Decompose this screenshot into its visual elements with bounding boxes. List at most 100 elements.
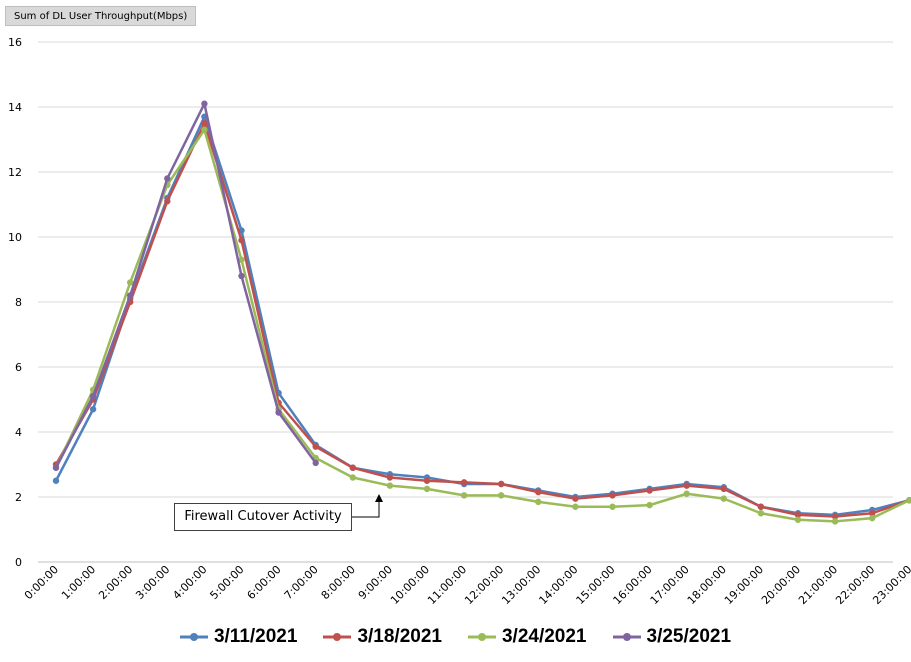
legend-marker bbox=[612, 633, 641, 641]
data-point bbox=[646, 501, 653, 509]
data-point bbox=[535, 498, 542, 506]
series-3 bbox=[52, 126, 911, 525]
data-point bbox=[127, 292, 134, 299]
x-tick-label: 6:00:00 bbox=[245, 563, 284, 602]
x-tick-label: 7:00:00 bbox=[282, 563, 321, 602]
x-tick-label: 23:00:00 bbox=[870, 563, 911, 607]
data-point bbox=[238, 272, 245, 280]
legend-marker bbox=[179, 633, 208, 641]
data-point bbox=[127, 279, 134, 286]
data-point bbox=[349, 474, 356, 481]
data-point bbox=[869, 514, 876, 522]
legend-item: 3/25/2021 bbox=[612, 626, 732, 648]
y-axis-ticks: 0 2 4 6 8 10 12 14 16 bbox=[8, 36, 22, 569]
data-point bbox=[572, 495, 579, 502]
data-point bbox=[89, 393, 97, 400]
data-point bbox=[89, 406, 97, 413]
y-tick-label: 6 bbox=[15, 361, 22, 374]
x-tick-label: 11:00:00 bbox=[425, 563, 469, 607]
x-tick-label: 3:00:00 bbox=[133, 563, 172, 602]
data-point bbox=[498, 480, 505, 488]
data-point bbox=[831, 518, 839, 525]
data-point bbox=[386, 482, 394, 489]
series-line bbox=[54, 128, 910, 523]
data-point bbox=[794, 511, 802, 519]
data-point bbox=[275, 409, 282, 416]
data-point bbox=[312, 459, 319, 467]
data-point bbox=[201, 120, 208, 127]
data-point bbox=[238, 256, 245, 263]
data-point bbox=[609, 503, 616, 510]
data-point bbox=[757, 503, 765, 510]
y-tick-label: 0 bbox=[15, 556, 22, 569]
data-point bbox=[423, 477, 431, 484]
x-tick-label: 1:00:00 bbox=[59, 563, 98, 602]
legend: 3/11/2021 3/18/2021 3/24/2021 3/25/2021 bbox=[0, 622, 911, 652]
data-point bbox=[423, 485, 431, 493]
data-point bbox=[52, 477, 60, 484]
y-tick-label: 4 bbox=[15, 426, 22, 439]
y-tick-label: 10 bbox=[8, 231, 22, 244]
data-point bbox=[201, 126, 208, 133]
legend-marker bbox=[467, 633, 496, 641]
y-tick-label: 16 bbox=[8, 36, 22, 49]
pivot-field-button[interactable]: Sum of DL User Throughput(Mbps) bbox=[5, 6, 197, 26]
legend-label: 3/25/2021 bbox=[646, 626, 732, 647]
x-tick-label: 5:00:00 bbox=[207, 563, 246, 602]
data-point bbox=[720, 495, 727, 502]
x-tick-label: 17:00:00 bbox=[648, 563, 692, 607]
data-point bbox=[831, 513, 839, 520]
series-4 bbox=[52, 100, 319, 471]
x-tick-label: 4:00:00 bbox=[170, 563, 209, 602]
data-point bbox=[460, 492, 468, 499]
series-2 bbox=[52, 120, 911, 520]
series-line bbox=[54, 102, 317, 469]
series-line bbox=[54, 122, 910, 518]
data-point bbox=[52, 464, 60, 471]
legend-label: 3/24/2021 bbox=[501, 626, 587, 647]
legend-label: 3/18/2021 bbox=[357, 626, 442, 647]
x-axis-ticks: 0:00:001:00:002:00:003:00:004:00:005:00:… bbox=[22, 563, 911, 607]
y-tick-label: 12 bbox=[8, 166, 22, 179]
x-tick-label: 16:00:00 bbox=[611, 563, 655, 607]
y-tick-label: 14 bbox=[8, 101, 22, 114]
data-point bbox=[906, 497, 911, 504]
data-point bbox=[535, 488, 542, 496]
series-lines bbox=[52, 100, 911, 525]
data-point bbox=[720, 485, 727, 493]
x-tick-label: 19:00:00 bbox=[722, 563, 766, 607]
y-tick-label: 2 bbox=[15, 491, 22, 504]
data-point bbox=[794, 516, 802, 523]
annotation-arrow bbox=[352, 494, 383, 518]
data-point bbox=[164, 175, 171, 182]
x-tick-label: 15:00:00 bbox=[573, 563, 617, 607]
x-tick-label: 14:00:00 bbox=[536, 563, 580, 607]
x-tick-label: 0:00:00 bbox=[22, 563, 61, 602]
data-point bbox=[349, 464, 356, 471]
data-point bbox=[683, 490, 690, 497]
legend-item: 3/18/2021 bbox=[323, 626, 442, 648]
legend-item: 3/11/2021 bbox=[179, 626, 297, 648]
data-point bbox=[757, 510, 765, 517]
data-point bbox=[609, 492, 616, 499]
x-tick-label: 21:00:00 bbox=[796, 563, 840, 607]
x-tick-label: 18:00:00 bbox=[685, 563, 729, 607]
x-tick-label: 13:00:00 bbox=[499, 563, 543, 607]
annotation-box: Firewall Cutover Activity bbox=[174, 503, 352, 531]
series-line bbox=[54, 115, 910, 517]
data-point bbox=[683, 482, 690, 489]
y-tick-label: 8 bbox=[15, 296, 22, 309]
x-tick-label: 2:00:00 bbox=[96, 563, 135, 602]
data-point bbox=[386, 474, 394, 481]
data-point bbox=[201, 100, 208, 107]
x-tick-label: 20:00:00 bbox=[759, 563, 803, 607]
legend-item: 3/24/2021 bbox=[467, 626, 587, 648]
data-point bbox=[164, 198, 171, 205]
x-tick-label: 8:00:00 bbox=[319, 563, 358, 602]
legend-marker bbox=[323, 633, 352, 641]
data-point bbox=[498, 492, 505, 499]
data-point bbox=[572, 503, 579, 510]
data-point bbox=[312, 443, 319, 450]
data-point bbox=[646, 487, 653, 494]
